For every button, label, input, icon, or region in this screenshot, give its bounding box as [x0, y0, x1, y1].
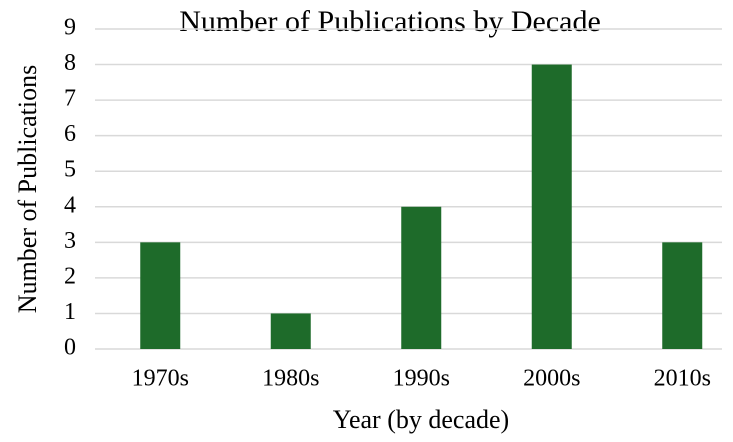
- x-tick-label: 2000s: [523, 366, 580, 392]
- x-tick-label: 1980s: [262, 366, 319, 392]
- y-axis-label: Number of Publications: [13, 65, 42, 313]
- x-tick-label: 2010s: [654, 366, 711, 392]
- bar: [531, 64, 572, 350]
- chart-title: Number of Publications by Decade: [179, 5, 601, 38]
- y-tick-label: 9: [64, 15, 76, 41]
- y-tick-label: 4: [64, 192, 76, 218]
- y-tick-label: 6: [64, 121, 76, 147]
- y-tick-label: 8: [64, 50, 76, 76]
- x-axis-label: Year (by decade): [333, 405, 509, 434]
- y-tick-label: 2: [64, 263, 76, 289]
- bar: [401, 206, 442, 349]
- bar: [140, 242, 181, 349]
- y-tick-label: 7: [64, 86, 76, 112]
- x-tick-label: 1970s: [132, 366, 189, 392]
- y-tick-label: 3: [64, 228, 76, 254]
- x-tick-label: 1990s: [393, 366, 450, 392]
- y-tick-label: 5: [64, 157, 76, 183]
- bar: [662, 242, 703, 349]
- y-tick-label: 1: [64, 299, 76, 325]
- bar: [270, 313, 311, 349]
- y-tick-label: 0: [64, 335, 76, 361]
